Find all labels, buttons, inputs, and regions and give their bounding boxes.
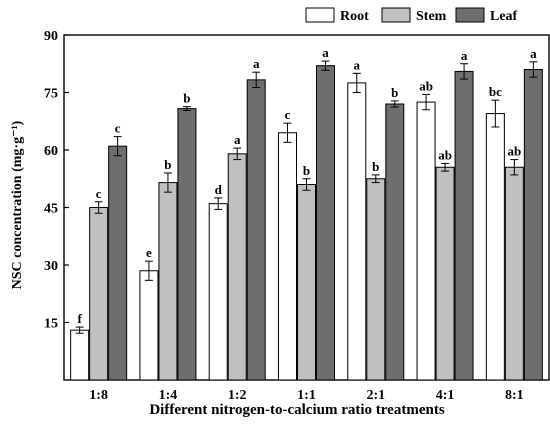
bar-leaf [454,70,474,381]
y-tick-label: 90 [44,29,58,44]
bar-stem [366,178,386,381]
significance-label: e [146,245,152,260]
x-tick-label: 1:1 [297,388,316,403]
x-axis-label: Different nitrogen-to-calcium ratio trea… [149,402,444,418]
x-tick-label: 1:8 [89,388,108,403]
bar-root [70,329,90,381]
y-tick-label: 60 [44,144,58,159]
bar-root [485,113,505,381]
significance-label: c [115,121,121,136]
legend-label: Stem [416,9,447,24]
bar-leaf [177,108,197,381]
significance-label: d [215,182,223,197]
significance-label: c [96,186,102,201]
y-tick-label: 15 [44,317,58,332]
y-tick-label: 45 [44,202,58,217]
bar-stem [297,184,316,381]
bar-stem [435,166,455,381]
bar-root [278,132,297,381]
significance-label: b [183,91,190,106]
bar-leaf [108,145,128,381]
significance-label: a [322,45,329,60]
y-tick-label: 75 [44,87,58,102]
significance-label: bc [489,84,502,99]
significance-label: a [354,57,361,72]
significance-label: b [372,159,379,174]
bar-root [347,82,367,381]
x-tick-label: 4:1 [436,388,455,403]
significance-label: a [234,132,241,147]
bar-leaf [246,79,266,381]
x-tick-label: 1:4 [159,388,178,403]
significance-label: b [164,157,171,172]
bar-root [208,203,228,381]
legend-label: Root [340,9,369,24]
legend-swatch-leaf [455,7,485,23]
bar-leaf [523,69,543,381]
legend: Root Stem Leaf [305,7,518,24]
x-tick-label: 8:1 [505,388,524,403]
legend-label: Leaf [490,9,518,24]
bar-root [139,270,159,381]
bar-stem [504,166,524,381]
y-tick-label: 30 [44,259,58,274]
significance-label: a [253,56,260,71]
bar-stem [89,207,109,381]
significance-label: f [77,311,82,326]
bar-leaf [316,65,335,381]
legend-swatch-root [305,7,335,23]
bar-stem [158,182,178,381]
significance-label: b [391,85,398,100]
bar-stem [227,153,247,381]
legend-swatch-stem [381,7,411,23]
significance-label: c [285,107,291,122]
significance-label: ab [419,78,433,93]
bar-root [416,101,436,381]
bar-leaf [385,103,405,381]
significance-label: a [530,46,537,61]
plot-area: 15 30 45 60 75 90 1:8 f c c 1:4 e b b 1:2 d a a 1:1 c b a 2:1 a… [44,29,550,403]
significance-label: ab [507,144,521,159]
significance-label: a [461,48,468,63]
x-tick-label: 1:2 [228,388,247,403]
y-axis-label: NSC concentration (mg·g⁻¹) [10,120,25,289]
significance-label: b [303,163,310,178]
x-tick-label: 2:1 [366,388,385,403]
significance-label: ab [438,147,452,162]
